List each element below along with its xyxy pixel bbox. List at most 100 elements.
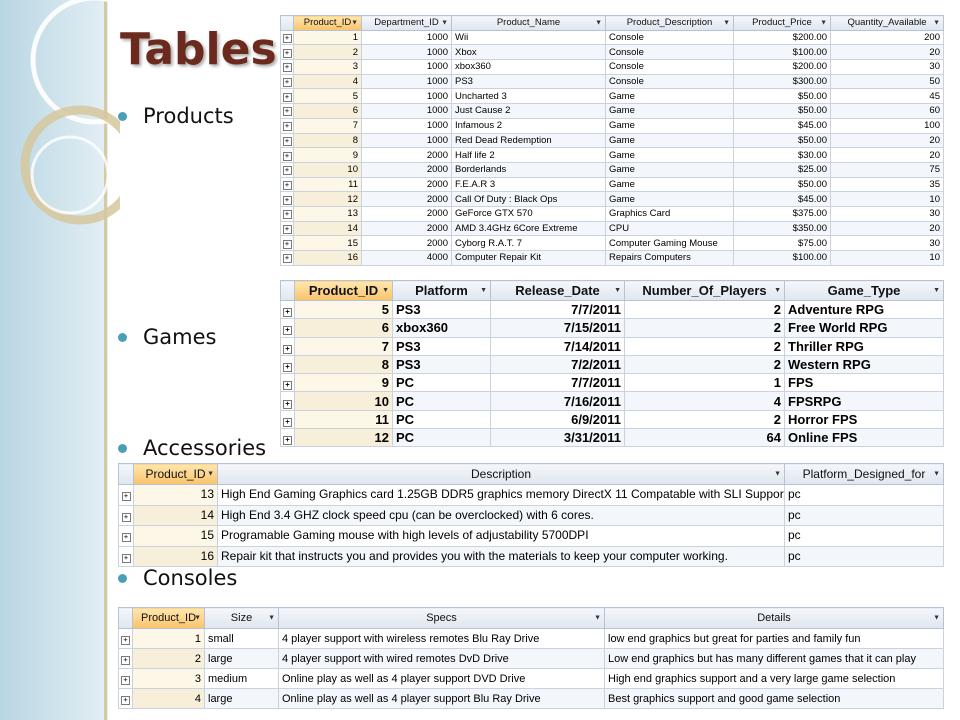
select-all-corner[interactable] [280, 280, 295, 301]
table-cell[interactable]: Game [605, 176, 734, 193]
table-cell[interactable]: $375.00 [733, 205, 831, 222]
expand-row-button[interactable]: + [280, 132, 294, 149]
table-row[interactable]: +3 medium Online play as well as 4 player … [118, 668, 944, 689]
table-row[interactable]: +7 PS3 7/14/2011 2 Thriller RPG [280, 336, 944, 356]
table-cell[interactable]: Graphics Card [605, 205, 734, 222]
table-cell[interactable]: Borderlands [451, 161, 606, 178]
expand-row-button[interactable]: + [280, 29, 294, 46]
table-cell[interactable]: Console [605, 44, 734, 61]
table-row[interactable]: +6 xbox360 7/15/2011 2 Free World RPG [280, 318, 944, 338]
table-cell[interactable]: Game [605, 191, 734, 207]
table-row[interactable]: +7 1000 Infamous 2 Game $45.00 100 [280, 117, 944, 134]
table-cell[interactable]: Programable Gaming mouse with high level… [217, 525, 785, 547]
expand-row-button[interactable]: + [280, 235, 294, 251]
table-row[interactable]: +8 1000 Red Dead Redemption Game $50.00 20 [280, 132, 944, 149]
table-cell[interactable]: Online play as well as 4 player support … [278, 668, 605, 689]
table-cell[interactable]: 2 [132, 648, 205, 669]
table-cell[interactable]: $50.00 [733, 88, 831, 105]
column-header[interactable]: Specs ▼ [278, 607, 605, 629]
table-cell[interactable]: Online FPS [784, 428, 944, 448]
table-cell[interactable]: CPU [605, 220, 734, 237]
column-header[interactable]: Description ▼ [217, 463, 785, 485]
table-row[interactable]: +14 High End 3.4 GHZ clock speed cpu (can… [118, 504, 944, 526]
table-cell[interactable]: 1 [624, 373, 785, 393]
dropdown-arrow-icon[interactable]: ▼ [595, 19, 602, 27]
expand-row-button[interactable]: + [118, 545, 134, 567]
expand-row-button[interactable]: + [280, 318, 295, 338]
table-cell[interactable]: High End Gaming Graphics card 1.25GB DDR… [217, 484, 785, 506]
table-cell[interactable]: $200.00 [733, 59, 831, 75]
table-cell[interactable]: Western RPG [784, 354, 944, 375]
table-row[interactable]: +9 PC 7/7/2011 1 FPS [280, 373, 944, 393]
table-cell[interactable]: small [204, 628, 279, 649]
table-cell[interactable]: 1000 [361, 132, 452, 149]
expand-row-button[interactable]: + [280, 161, 294, 178]
table-cell[interactable]: Thriller RPG [784, 336, 944, 356]
table-cell[interactable]: 2 [624, 336, 785, 356]
expand-row-button[interactable]: + [118, 525, 134, 547]
table-cell[interactable]: FPS [784, 373, 944, 393]
column-header[interactable]: Number_Of_Players ▼ [624, 280, 785, 301]
table-row[interactable]: +14 2000 AMD 3.4GHz 6Core Extreme CPU $350.0… [280, 220, 944, 237]
table-cell[interactable]: pc [784, 525, 944, 547]
table-cell[interactable]: 8 [293, 132, 362, 149]
table-cell[interactable]: Adventure RPG [784, 299, 944, 320]
table-cell[interactable]: 64 [624, 428, 785, 448]
expand-row-button[interactable]: + [118, 484, 134, 506]
table-cell[interactable]: 2000 [361, 176, 452, 193]
dropdown-arrow-icon[interactable]: ▼ [723, 19, 730, 27]
table-cell[interactable]: 4 player support with wired remotes DvD … [278, 648, 605, 669]
table-row[interactable]: +10 2000 Borderlands Game $25.00 75 [280, 161, 944, 178]
table-cell[interactable]: $45.00 [733, 191, 831, 207]
table-cell[interactable]: High End 3.4 GHZ clock speed cpu (can be… [217, 504, 785, 526]
table-cell[interactable]: 3 [132, 668, 205, 689]
table-cell[interactable]: 9 [294, 373, 393, 393]
expand-row-button[interactable]: + [280, 299, 295, 320]
table-cell[interactable]: large [204, 688, 279, 709]
expand-row-button[interactable]: + [280, 73, 294, 90]
table-cell[interactable]: PC [392, 391, 491, 411]
table-cell[interactable]: 1000 [361, 88, 452, 105]
table-cell[interactable]: 7 [294, 336, 393, 356]
table-row[interactable]: +5 PS3 7/7/2011 2 Adventure RPG [280, 299, 944, 320]
table-cell[interactable]: 20 [830, 44, 944, 61]
expand-row-button[interactable]: + [280, 336, 295, 356]
table-cell[interactable]: 5 [294, 299, 393, 320]
table-cell[interactable]: xbox360 [451, 59, 606, 75]
table-cell[interactable]: Online play as well as 4 player support … [278, 688, 605, 709]
table-cell[interactable]: medium [204, 668, 279, 689]
table-cell[interactable]: 8 [294, 354, 393, 375]
table-cell[interactable]: 7/14/2011 [490, 336, 625, 356]
table-cell[interactable]: 2 [624, 299, 785, 320]
table-cell[interactable]: 14 [293, 220, 362, 237]
table-cell[interactable]: Uncharted 3 [451, 88, 606, 105]
table-cell[interactable]: Horror FPS [784, 409, 944, 430]
table-cell[interactable]: 45 [830, 88, 944, 105]
table-cell[interactable]: low end graphics but great for parties a… [604, 628, 944, 649]
table-cell[interactable]: Repair kit that instructs you and provid… [217, 545, 785, 567]
table-cell[interactable]: 7 [293, 117, 362, 134]
table-cell[interactable]: 35 [830, 176, 944, 193]
dropdown-arrow-icon[interactable]: ▼ [614, 286, 621, 294]
column-header[interactable]: Department_ID ▼ [361, 15, 452, 31]
table-row[interactable]: +15 Programable Gaming mouse with high le… [118, 525, 944, 547]
expand-row-button[interactable]: + [280, 191, 294, 207]
column-header[interactable]: Product_ID ▼ [293, 15, 362, 31]
select-all-corner[interactable] [118, 463, 134, 485]
table-cell[interactable]: Red Dead Redemption [451, 132, 606, 149]
dropdown-arrow-icon[interactable]: ▼ [594, 614, 601, 622]
table-cell[interactable]: $100.00 [733, 44, 831, 61]
table-cell[interactable]: 7/16/2011 [490, 391, 625, 411]
dropdown-arrow-icon[interactable]: ▼ [933, 19, 940, 27]
table-cell[interactable]: 11 [294, 409, 393, 430]
table-row[interactable]: +13 2000 GeForce GTX 570 Graphics Card $375.… [280, 205, 944, 222]
table-row[interactable]: +8 PS3 7/2/2011 2 Western RPG [280, 354, 944, 375]
table-cell[interactable]: 12 [293, 191, 362, 207]
table-cell[interactable]: Game [605, 132, 734, 149]
column-header[interactable]: Product_ID ▼ [133, 463, 218, 485]
table-cell[interactable]: 100 [830, 117, 944, 134]
expand-row-button[interactable]: + [280, 88, 294, 105]
expand-row-button[interactable]: + [280, 205, 294, 222]
table-row[interactable]: +1 1000 Wii Console $200.00 200 [280, 29, 944, 46]
table-cell[interactable]: 6 [293, 103, 362, 119]
